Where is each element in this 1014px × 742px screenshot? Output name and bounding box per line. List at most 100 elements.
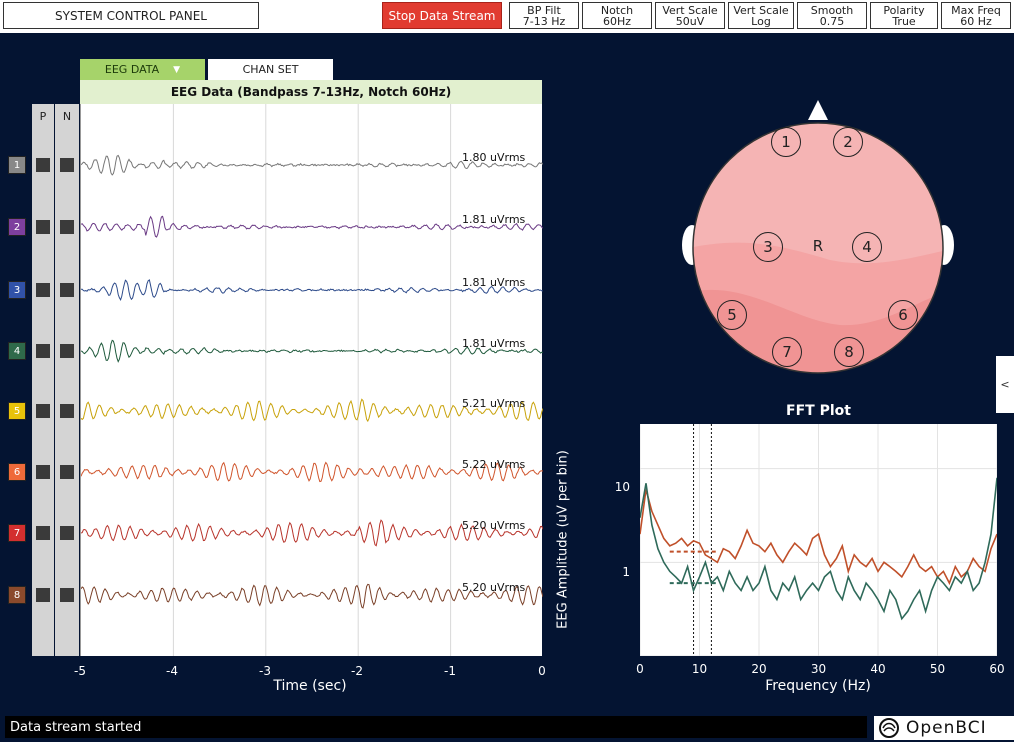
eeg-x-title: Time (sec) — [273, 678, 347, 694]
channel-5-n-toggle[interactable] — [60, 404, 74, 418]
eeg-header-title: EEG Data (Bandpass 7-13Hz, Notch 60Hz) — [80, 80, 542, 104]
eeg-trace-7 — [81, 519, 543, 547]
status-bar: Data stream started — [5, 716, 867, 738]
channel-3-button[interactable]: 3 — [8, 281, 26, 299]
channel-1-rms: 1.80 uVrms — [462, 151, 526, 164]
notch-value: 60Hz — [602, 14, 632, 28]
vert-scale-log-title: Vert Scale — [733, 3, 789, 17]
notch-title: Notch — [600, 3, 634, 17]
brain-icon — [879, 718, 899, 738]
electrode-3[interactable]: 3 — [753, 232, 783, 262]
fft-x-tick: 10 — [691, 662, 708, 676]
channel-8-button[interactable]: 8 — [8, 586, 26, 604]
fft-plot-area — [640, 424, 997, 656]
smooth-title: Smooth — [810, 3, 854, 17]
chevron-down-icon: ▼ — [173, 64, 181, 75]
electrode-2[interactable]: 2 — [833, 127, 863, 157]
channel-8-p-toggle[interactable] — [36, 588, 50, 602]
nose-icon — [808, 100, 828, 120]
vert-scale-button[interactable]: Vert Scale 50uV — [655, 2, 725, 29]
max-freq-button[interactable]: Max Freq 60 Hz — [941, 2, 1011, 29]
head-outline — [692, 122, 944, 374]
p-column — [32, 104, 54, 656]
bp-filter-button[interactable]: BP Filt 7-13 Hz — [509, 2, 579, 29]
max-freq-value: 60 Hz — [960, 14, 992, 28]
channel-3-n-toggle[interactable] — [60, 283, 74, 297]
channel-6-button[interactable]: 6 — [8, 463, 26, 481]
channel-3-p-toggle[interactable] — [36, 283, 50, 297]
n-column-label: N — [62, 110, 72, 123]
channel-1-n-toggle[interactable] — [60, 158, 74, 172]
channel-7-rms: 5.20 uVrms — [462, 519, 526, 532]
channel-8-n-toggle[interactable] — [60, 588, 74, 602]
channel-6-p-toggle[interactable] — [36, 465, 50, 479]
smooth-value: 0.75 — [819, 14, 845, 28]
fft-y-tick: 10 — [614, 480, 630, 494]
max-freq-title: Max Freq — [951, 3, 1001, 17]
vert-scale-log-button[interactable]: Vert Scale Log — [728, 2, 794, 29]
eeg-plot-area — [80, 104, 543, 656]
openbci-logo: OpenBCI — [874, 716, 1014, 740]
channel-8-rms: 5.20 uVrms — [462, 581, 526, 594]
channel-2-rms: 1.81 uVrms — [462, 213, 526, 226]
fft-y-tick: 1 — [622, 565, 630, 579]
eeg-trace-3 — [81, 279, 543, 301]
channel-5-button[interactable]: 5 — [8, 402, 26, 420]
eeg-x-axis: -5 -4 -3 -2 -1 0 Time (sec) — [74, 656, 546, 696]
logo-text: OpenBCI — [906, 718, 987, 738]
fft-chart — [640, 424, 997, 656]
head-plot — [682, 100, 954, 374]
smooth-button[interactable]: Smooth 0.75 — [797, 2, 867, 29]
eeg-trace-1 — [81, 154, 543, 176]
vert-scale-title: Vert Scale — [662, 3, 718, 17]
stop-data-stream-button[interactable]: Stop Data Stream — [382, 2, 502, 29]
eeg-trace-8 — [81, 583, 543, 609]
eeg-trace-5 — [81, 398, 543, 423]
fft-y-title: EEG Amplitude (uV per bin) — [555, 450, 571, 629]
fft-series-2 — [640, 477, 997, 621]
channel-7-n-toggle[interactable] — [60, 526, 74, 540]
reference-label: R — [812, 237, 824, 255]
eeg-x-tick: -3 — [259, 664, 271, 678]
channel-1-p-toggle[interactable] — [36, 158, 50, 172]
eeg-x-tick: -1 — [444, 664, 456, 678]
notch-button[interactable]: Notch 60Hz — [582, 2, 652, 29]
electrode-4[interactable]: 4 — [852, 232, 882, 262]
channel-2-button[interactable]: 2 — [8, 218, 26, 236]
system-control-panel-button[interactable]: SYSTEM CONTROL PANEL — [3, 2, 259, 29]
fft-x-tick: 0 — [636, 662, 644, 676]
polarity-button[interactable]: Polarity True — [870, 2, 938, 29]
eeg-x-tick: -4 — [166, 664, 178, 678]
eeg-trace-4 — [81, 339, 543, 363]
channel-4-button[interactable]: 4 — [8, 342, 26, 360]
fft-x-tick: 50 — [929, 662, 946, 676]
channel-4-p-toggle[interactable] — [36, 344, 50, 358]
channel-2-n-toggle[interactable] — [60, 220, 74, 234]
channel-7-p-toggle[interactable] — [36, 526, 50, 540]
channel-6-n-toggle[interactable] — [60, 465, 74, 479]
electrode-8[interactable]: 8 — [834, 337, 864, 367]
channel-4-n-toggle[interactable] — [60, 344, 74, 358]
electrode-7[interactable]: 7 — [772, 337, 802, 367]
tab-eeg-data-label: EEG DATA — [104, 63, 160, 76]
fft-x-title: Frequency (Hz) — [765, 678, 871, 694]
polarity-title: Polarity — [883, 3, 925, 17]
channel-7-button[interactable]: 7 — [8, 524, 26, 542]
tab-eeg-data[interactable]: EEG DATA ▼ — [80, 59, 205, 80]
electrode-1[interactable]: 1 — [771, 127, 801, 157]
channel-5-p-toggle[interactable] — [36, 404, 50, 418]
electrode-5[interactable]: 5 — [717, 300, 747, 330]
fft-title: FFT Plot — [786, 403, 851, 419]
channel-2-p-toggle[interactable] — [36, 220, 50, 234]
electrode-6[interactable]: 6 — [888, 300, 918, 330]
collapse-panel-button[interactable]: < — [996, 356, 1014, 413]
eeg-x-tick: 0 — [538, 664, 546, 678]
fft-x-tick: 40 — [870, 662, 886, 676]
bp-filter-value: 7-13 Hz — [522, 14, 566, 28]
eeg-x-tick: -5 — [74, 664, 86, 678]
channel-1-button[interactable]: 1 — [8, 156, 26, 174]
channel-4-rms: 1.81 uVrms — [462, 337, 526, 350]
tab-chan-set[interactable]: CHAN SET — [208, 59, 333, 80]
vert-scale-value: 50uV — [675, 14, 705, 28]
eeg-trace-2 — [81, 215, 543, 238]
